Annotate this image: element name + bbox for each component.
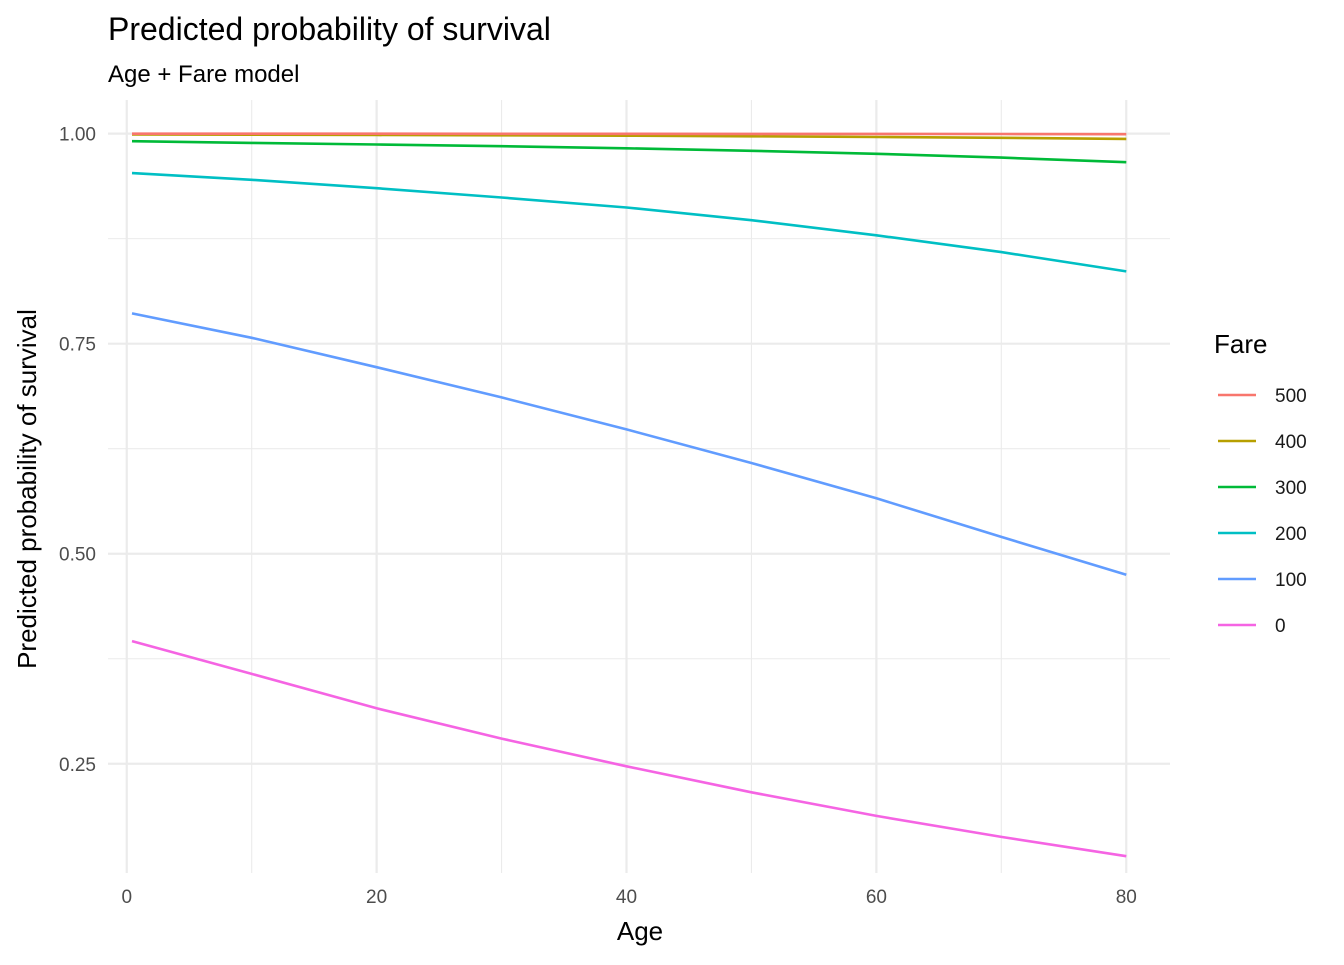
y-tick-label: 0.50 bbox=[59, 545, 96, 566]
y-tick-label: 0.25 bbox=[59, 755, 96, 776]
x-tick-label: 80 bbox=[1116, 887, 1137, 908]
x-axis-title: Age bbox=[617, 916, 663, 946]
series-line-fare-200 bbox=[131, 171, 1127, 273]
grid-major bbox=[108, 100, 1170, 873]
x-tick-label: 60 bbox=[866, 887, 887, 908]
legend: Fare 500 400 300 200 100 0 bbox=[1214, 329, 1307, 637]
legend-title: Fare bbox=[1214, 329, 1267, 359]
y-axis-title: Predicted probability of survival bbox=[12, 309, 42, 669]
series-line-fare-500 bbox=[132, 132, 1127, 136]
y-tick-label: 1.00 bbox=[59, 125, 96, 146]
grid-minor bbox=[108, 100, 1170, 873]
series-line-fare-100 bbox=[131, 312, 1127, 576]
chart-subtitle: Age + Fare model bbox=[108, 61, 299, 88]
y-tick-labels: 0.25 0.50 0.75 1.00 bbox=[59, 125, 96, 776]
x-tick-label: 20 bbox=[366, 887, 387, 908]
legend-label-fare-200: 200 bbox=[1275, 524, 1307, 545]
legend-label-fare-0: 0 bbox=[1275, 616, 1286, 637]
legend-label-fare-500: 500 bbox=[1275, 386, 1307, 407]
legend-label-fare-100: 100 bbox=[1275, 570, 1307, 591]
legend-label-fare-400: 400 bbox=[1275, 432, 1307, 453]
x-tick-label: 0 bbox=[121, 887, 132, 908]
legend-label-fare-300: 300 bbox=[1275, 478, 1307, 499]
y-tick-label: 0.75 bbox=[59, 335, 96, 356]
x-tick-label: 40 bbox=[616, 887, 637, 908]
series-lines bbox=[131, 132, 1127, 858]
series-line-fare-0 bbox=[131, 639, 1127, 858]
chart-title: Predicted probability of survival bbox=[108, 11, 551, 47]
series-line-fare-300 bbox=[131, 139, 1127, 164]
x-tick-labels: 0 20 40 60 80 bbox=[121, 887, 1136, 908]
